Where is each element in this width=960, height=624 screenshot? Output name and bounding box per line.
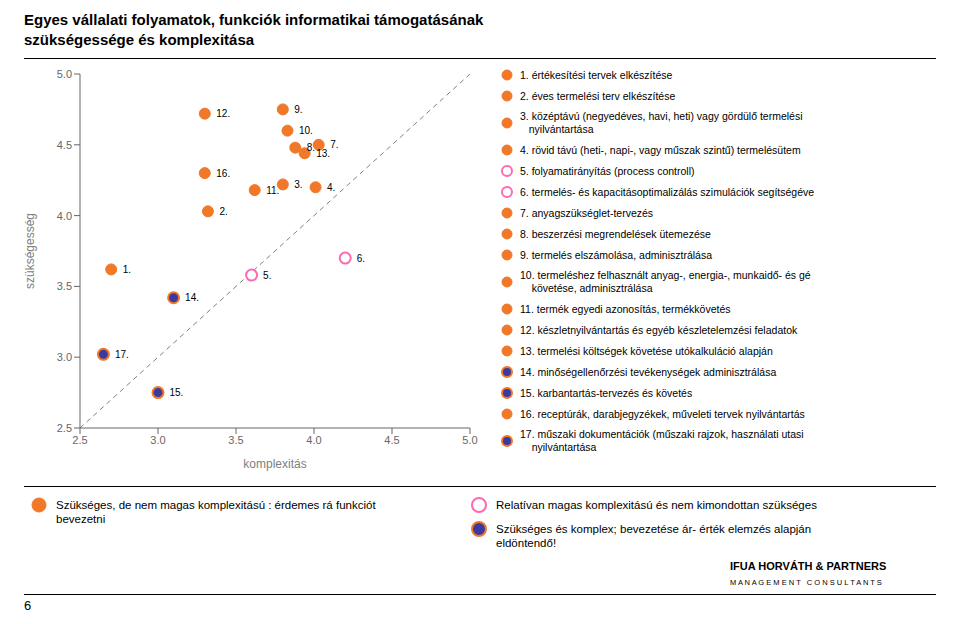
svg-text:4.5: 4.5 <box>384 434 399 446</box>
svg-text:4.: 4. <box>327 182 335 193</box>
html-text:10. termeléshez felhasznált an: 10. termeléshez felhasznált anyag-, ener… <box>520 269 811 294</box>
html-text:17. műszaki dokumentációk (műs: 17. műszaki dokumentációk (műszaki rajzo… <box>520 428 804 453</box>
svg-text:14.: 14. <box>185 292 199 303</box>
svg-text:3.0: 3.0 <box>150 434 165 446</box>
html-text:IFUA HORVÁTH & PARTNERS: IFUA HORVÁTH & PARTNERS <box>730 560 887 572</box>
html-text:15. karbantartás-tervezés és k: 15. karbantartás-tervezés és követés <box>520 386 693 399</box>
html-text:6: 6 <box>24 598 32 613</box>
svg-text:szükségesség: szükségesség <box>23 213 37 289</box>
html-text:Szükséges, de nem magas komple: Szükséges, de nem magas komplexitású : é… <box>56 499 376 525</box>
svg-text:4.0: 4.0 <box>306 434 321 446</box>
svg-text:17.: 17. <box>115 349 129 360</box>
svg-text:7.: 7. <box>330 139 338 150</box>
html-text:9. termelés elszámolása, admin: 9. termelés elszámolása, adminisztrálása <box>520 248 712 261</box>
html-text:M A N A G E M E N T C O N S U: M A N A G E M E N T C O N S U L T A N T … <box>730 578 882 587</box>
svg-text:4.5: 4.5 <box>57 139 72 151</box>
html-text:szükségessége és komplexitása: szükségessége és komplexitása <box>24 31 255 48</box>
html-text:Szükséges és komplex; bevezeté: Szükséges és komplex; bevezetése ár- ért… <box>496 523 812 549</box>
svg-text:8.: 8. <box>307 142 315 153</box>
svg-text:16.: 16. <box>216 168 230 179</box>
svg-text:2.5: 2.5 <box>57 422 72 434</box>
svg-text:5.: 5. <box>263 270 271 281</box>
svg-text:15.: 15. <box>170 387 184 398</box>
svg-text:6.: 6. <box>357 253 365 264</box>
svg-text:9.: 9. <box>294 104 302 115</box>
svg-text:5.0: 5.0 <box>462 434 477 446</box>
svg-text:10.: 10. <box>299 125 313 136</box>
html-text:14. minőségellenőrzési tevéken: 14. minőségellenőrzési tevékenységek adm… <box>520 365 777 378</box>
html-text:Egyes vállalati folyamatok, fu: Egyes vállalati folyamatok, funkciók inf… <box>24 11 484 28</box>
svg-text:3.5: 3.5 <box>228 434 243 446</box>
html-text:4. rövid távú (heti-, napi-, v: 4. rövid távú (heti-, napi-, vagy műszak… <box>520 143 801 156</box>
html-text:5. folyamatirányítás (process: 5. folyamatirányítás (process controll) <box>520 164 695 177</box>
svg-text:5.0: 5.0 <box>57 68 72 80</box>
svg-text:3.5: 3.5 <box>57 280 72 292</box>
svg-text:13.: 13. <box>316 148 330 159</box>
svg-text:3.0: 3.0 <box>57 351 72 363</box>
svg-text:2.5: 2.5 <box>72 434 87 446</box>
svg-text:komplexitás: komplexitás <box>243 457 306 471</box>
html-text:2. éves termelési terv elkészí: 2. éves termelési terv elkészítése <box>520 89 676 102</box>
html-text:13. termelési költségek követé: 13. termelési költségek követése utókalk… <box>520 344 773 357</box>
html-text:7. anyagszükséglet-tervezés: 7. anyagszükséglet-tervezés <box>520 206 654 219</box>
html-text:3. középtávú (negyedéves, havi: 3. középtávú (negyedéves, havi, heti) va… <box>520 110 803 135</box>
svg-text:4.0: 4.0 <box>57 210 72 222</box>
svg-text:12.: 12. <box>216 108 230 119</box>
html-text:16. receptúrák, darabjegyzékek: 16. receptúrák, darabjegyzékek, műveleti… <box>520 407 805 420</box>
svg-text:3.: 3. <box>294 179 302 190</box>
html-text:6. termelés- és kapacitásoptim: 6. termelés- és kapacitásoptimalizálás s… <box>520 185 815 198</box>
html-text:11. termék egyedi azonosítás,: 11. termék egyedi azonosítás, termékköve… <box>520 302 731 315</box>
svg-text:2.: 2. <box>219 206 227 217</box>
html-text:Relatívan magas komplexitású é: Relatívan magas komplexitású és nem kimo… <box>496 499 817 511</box>
html-text:12. készletnyilvántartás és eg: 12. készletnyilvántartás és egyéb készle… <box>520 323 798 336</box>
html-text:8. beszerzési megrendelések üt: 8. beszerzési megrendelések ütemezése <box>520 227 711 240</box>
svg-text:11.: 11. <box>266 185 279 196</box>
html-text:1. értékesítési tervek elkészí: 1. értékesítési tervek elkészítése <box>520 68 673 81</box>
svg-text:1.: 1. <box>123 264 131 275</box>
